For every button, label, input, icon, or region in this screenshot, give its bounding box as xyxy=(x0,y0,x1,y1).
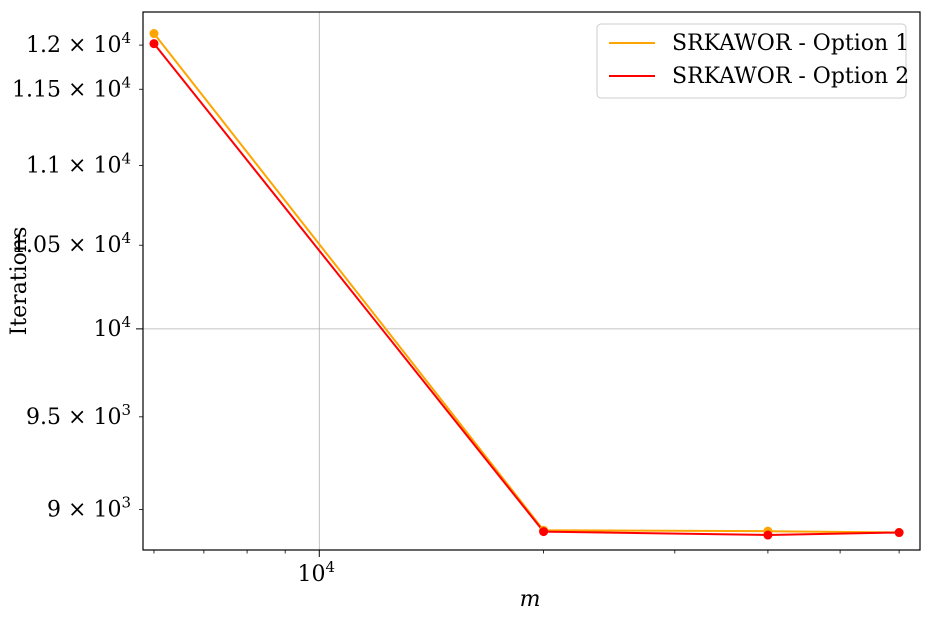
plot-background xyxy=(143,12,920,550)
y-tick-label: 1.15 × 104 xyxy=(12,73,131,102)
tick-labels: 104 1.2 × 104 1.15 × 104 1.1 × 104 1.05 × 10… xyxy=(12,29,335,587)
series-line-1 xyxy=(153,32,900,534)
plot-area xyxy=(143,12,920,550)
y-tick-label: 1.1 × 104 xyxy=(26,149,131,178)
data-point-series-2 xyxy=(894,528,904,538)
y-tick-label: 9 × 103 xyxy=(47,494,131,523)
y-tick-label: 1.05 × 104 xyxy=(12,229,131,258)
data-point-series-2 xyxy=(539,527,549,537)
legend-box xyxy=(596,23,907,99)
y-axis-label: Iterations xyxy=(7,227,32,336)
axis-ticks xyxy=(136,44,320,557)
x-tick-label: 104 xyxy=(298,558,336,587)
legend: SRKAWOR - Option 1 SRKAWOR - Option 2 xyxy=(596,23,909,99)
x-axis-label: m xyxy=(520,587,541,612)
series-points xyxy=(149,29,904,540)
data-point-series-1 xyxy=(149,29,159,39)
data-point-series-2 xyxy=(149,39,159,49)
y-tick-label: 1.2 × 104 xyxy=(26,29,131,58)
legend-label-option-1: SRKAWOR - Option 1 xyxy=(672,31,909,56)
series-lines xyxy=(153,32,900,537)
grid-lines xyxy=(143,12,920,550)
data-point-series-2 xyxy=(763,530,773,540)
y-tick-label: 9.5 × 103 xyxy=(26,401,131,430)
plot-frame xyxy=(142,11,921,551)
y-tick-label: 104 xyxy=(93,313,131,342)
series-line-2 xyxy=(153,42,900,537)
legend-label-option-2: SRKAWOR - Option 2 xyxy=(672,64,909,89)
